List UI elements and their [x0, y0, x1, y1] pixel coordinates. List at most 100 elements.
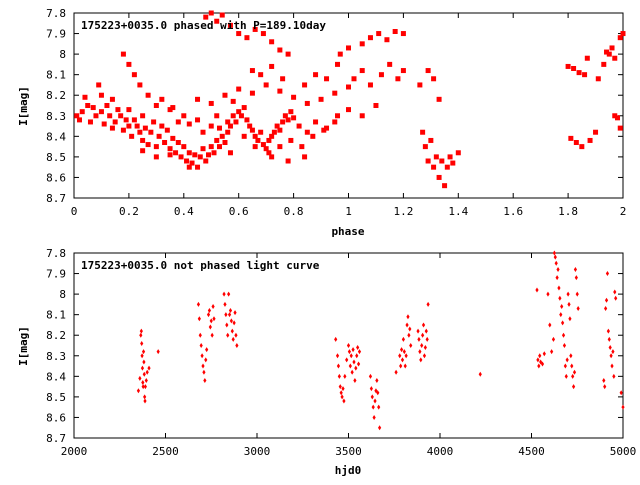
data-point-phased [208, 10, 214, 16]
data-point-not-phased [536, 357, 540, 363]
data-point-phased [101, 121, 107, 127]
data-point-not-phased [610, 363, 614, 369]
y-tick-label: 8.2 [46, 89, 66, 102]
data-point-phased [571, 66, 577, 71]
x-tick-label: 0.2 [119, 205, 139, 218]
data-point-not-phased [537, 363, 541, 369]
data-point-not-phased [404, 353, 408, 359]
data-point-phased [285, 117, 291, 123]
data-point-not-phased [208, 324, 212, 330]
data-point-not-phased [200, 353, 204, 359]
data-point-phased [186, 164, 192, 170]
y-axis-ticks-phased: 7.8 7.9 8 8.1 8.2 8.3 8.4 8.5 8.6 8.7 [46, 7, 623, 205]
data-point-not-phased [142, 371, 146, 377]
data-point-phased [615, 115, 621, 121]
data-point-not-phased [548, 322, 552, 328]
data-point-phased [233, 119, 239, 125]
data-point-not-phased [357, 349, 362, 355]
data-point-not-phased [405, 322, 409, 328]
data-point-phased [302, 82, 308, 88]
data-point-not-phased [140, 353, 144, 359]
data-point-phased [395, 76, 401, 82]
data-point-not-phased [377, 404, 381, 410]
data-point-phased [431, 164, 437, 170]
chart-title-phased: 175223+0035.0 phased with P=189.10day [81, 19, 326, 32]
y-tick-label: 8.6 [46, 411, 66, 424]
data-point-phased [436, 96, 442, 102]
data-point-not-phased [230, 328, 234, 334]
data-point-phased [90, 105, 96, 111]
data-point-phased [269, 39, 275, 45]
data-point-not-phased [538, 353, 542, 359]
data-point-phased [436, 174, 442, 180]
x-axis-label-phased: phase [331, 225, 364, 238]
data-point-not-phased [421, 322, 426, 328]
data-point-phased [346, 45, 351, 51]
data-point-phased [175, 140, 181, 145]
data-point-phased [140, 148, 146, 154]
data-point-not-phased [552, 250, 556, 256]
data-point-phased [450, 160, 456, 166]
data-point-not-phased [340, 394, 344, 400]
data-point-phased [244, 35, 250, 41]
data-point-not-phased [141, 384, 145, 390]
data-points-phased [74, 10, 626, 189]
data-point-phased [129, 133, 135, 139]
data-point-not-phased [571, 373, 575, 379]
data-point-phased [200, 129, 206, 135]
data-point-phased [184, 158, 190, 164]
data-point-phased [335, 61, 341, 67]
data-point-not-phased [235, 343, 239, 348]
data-point-phased [584, 55, 590, 61]
y-axis-label-phased: I[mag] [17, 86, 30, 126]
data-point-phased [587, 137, 593, 143]
data-point-not-phased [223, 301, 227, 307]
data-point-phased [79, 109, 85, 115]
data-point-phased [252, 26, 258, 32]
data-point-phased [178, 154, 184, 160]
data-point-phased [195, 117, 201, 123]
data-point-phased [93, 113, 99, 119]
y-tick-label: 8.7 [46, 192, 66, 205]
data-point-phased [299, 144, 305, 150]
data-point-not-phased [571, 384, 576, 390]
data-point-not-phased [398, 353, 402, 359]
data-point-not-phased [368, 373, 373, 379]
data-point-phased [214, 18, 220, 24]
data-point-not-phased [336, 363, 341, 369]
data-point-phased [269, 133, 275, 139]
y-tick-label: 7.8 [46, 247, 66, 260]
data-point-phased [601, 61, 607, 67]
data-point-phased [400, 68, 406, 74]
data-point-not-phased [614, 295, 618, 301]
data-point-phased [241, 133, 247, 139]
data-point-not-phased [418, 349, 422, 355]
x-axis-label-not-phased: hjd0 [335, 464, 362, 477]
data-point-phased [324, 76, 330, 82]
data-point-phased [252, 144, 258, 150]
data-point-phased [153, 103, 159, 108]
data-point-not-phased [425, 336, 429, 342]
y-tick-label: 8.1 [46, 69, 66, 82]
data-point-phased [433, 154, 439, 160]
data-point-phased [145, 92, 151, 98]
data-point-phased [425, 68, 431, 74]
data-point-not-phased [563, 363, 567, 369]
chart-not-phased: 2000 2500 3000 3500 4000 4500 5000 7.8 7.9 8 8.1 8… [17, 247, 636, 477]
data-point-not-phased [421, 332, 425, 338]
data-point-phased [582, 72, 588, 78]
y-tick-label: 8.1 [46, 309, 66, 322]
data-point-phased [120, 51, 126, 57]
data-point-not-phased [564, 373, 568, 379]
data-point-phased [255, 137, 261, 143]
data-point-phased [359, 41, 365, 47]
data-point-not-phased [351, 347, 355, 353]
data-point-phased [216, 125, 222, 131]
x-tick-label: 2500 [152, 445, 179, 458]
data-point-phased [247, 123, 253, 129]
data-point-phased [263, 146, 269, 152]
x-tick-label: 0 [71, 205, 78, 218]
data-point-phased [244, 117, 250, 123]
data-point-not-phased [561, 320, 565, 326]
data-point-phased [82, 94, 88, 100]
